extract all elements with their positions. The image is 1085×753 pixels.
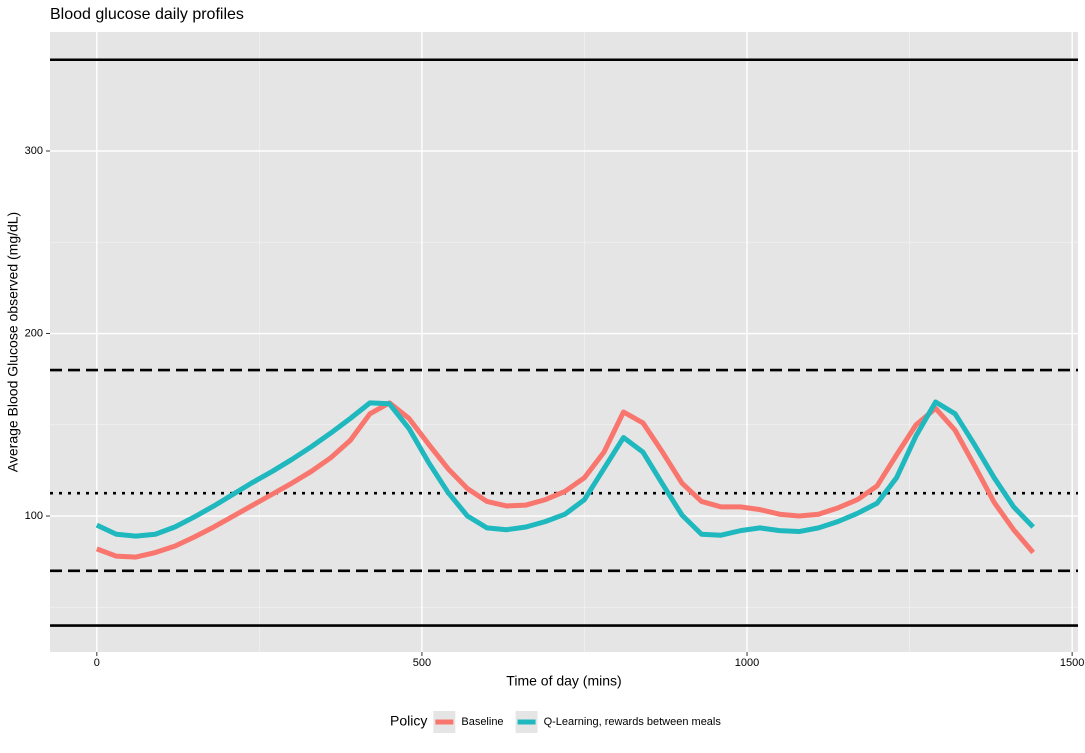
plot-panel	[50, 32, 1078, 652]
y-tick-label: 100	[25, 510, 43, 522]
y-axis-label: Average Blood Glucose observed (mg/dL)	[5, 212, 21, 472]
legend-label: Baseline	[461, 716, 503, 728]
x-tick-label: 1000	[735, 657, 759, 669]
y-tick-label: 300	[25, 145, 43, 157]
legend-label: Q-Learning, rewards between meals	[544, 716, 722, 728]
y-tick-label: 200	[25, 327, 43, 339]
x-tick-label: 0	[94, 657, 100, 669]
chart-title: Blood glucose daily profiles	[50, 6, 244, 23]
data-line	[95, 400, 1036, 560]
x-axis-label: Time of day (mins)	[506, 673, 621, 689]
legend: Policy Baseline Q-Learning, rewards betwee…	[390, 711, 721, 733]
x-tick-label: 1500	[1060, 657, 1084, 669]
legend-title: Policy	[390, 713, 427, 729]
x-tick-label: 500	[413, 657, 431, 669]
data-line	[95, 399, 1035, 539]
